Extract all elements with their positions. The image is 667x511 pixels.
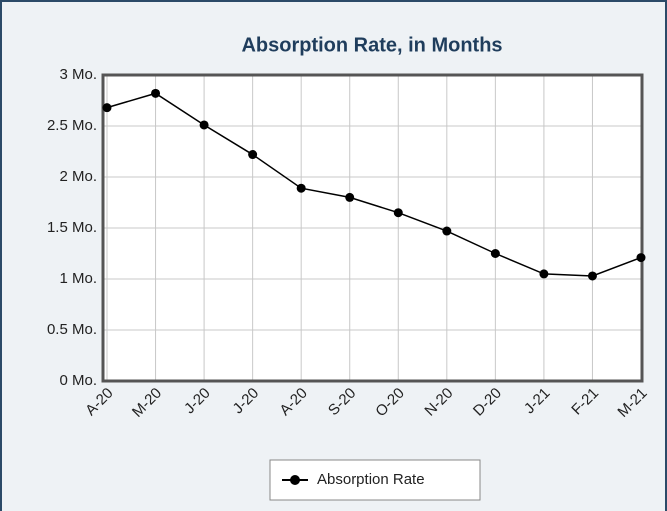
plot-border [101, 73, 644, 383]
marker [442, 226, 452, 236]
marker [296, 183, 306, 193]
marker [151, 88, 161, 98]
marker [393, 208, 403, 218]
marker [345, 192, 355, 202]
marker [199, 120, 209, 130]
y-tick-label: 1.5 Mo. [47, 219, 97, 236]
marker [539, 269, 549, 279]
y-tick-label: 1 Mo. [59, 270, 97, 287]
marker [587, 271, 597, 281]
y-tick-label: 0.5 Mo. [47, 321, 97, 338]
marker [248, 150, 258, 160]
legend-marker [290, 475, 300, 485]
chart-title: Absorption Rate, in Months [241, 34, 502, 56]
y-tick-label: 0 Mo. [59, 372, 97, 389]
line [106, 92, 642, 277]
legend-label: Absorption Rate [317, 471, 425, 488]
marker [490, 249, 500, 258]
y-tick-label: 2 Mo. [59, 168, 97, 185]
marker [636, 253, 646, 263]
y-tick-label: 3 Mo. [59, 66, 97, 83]
y-tick-label: 2.5 Mo. [47, 117, 97, 134]
marker [102, 103, 112, 113]
